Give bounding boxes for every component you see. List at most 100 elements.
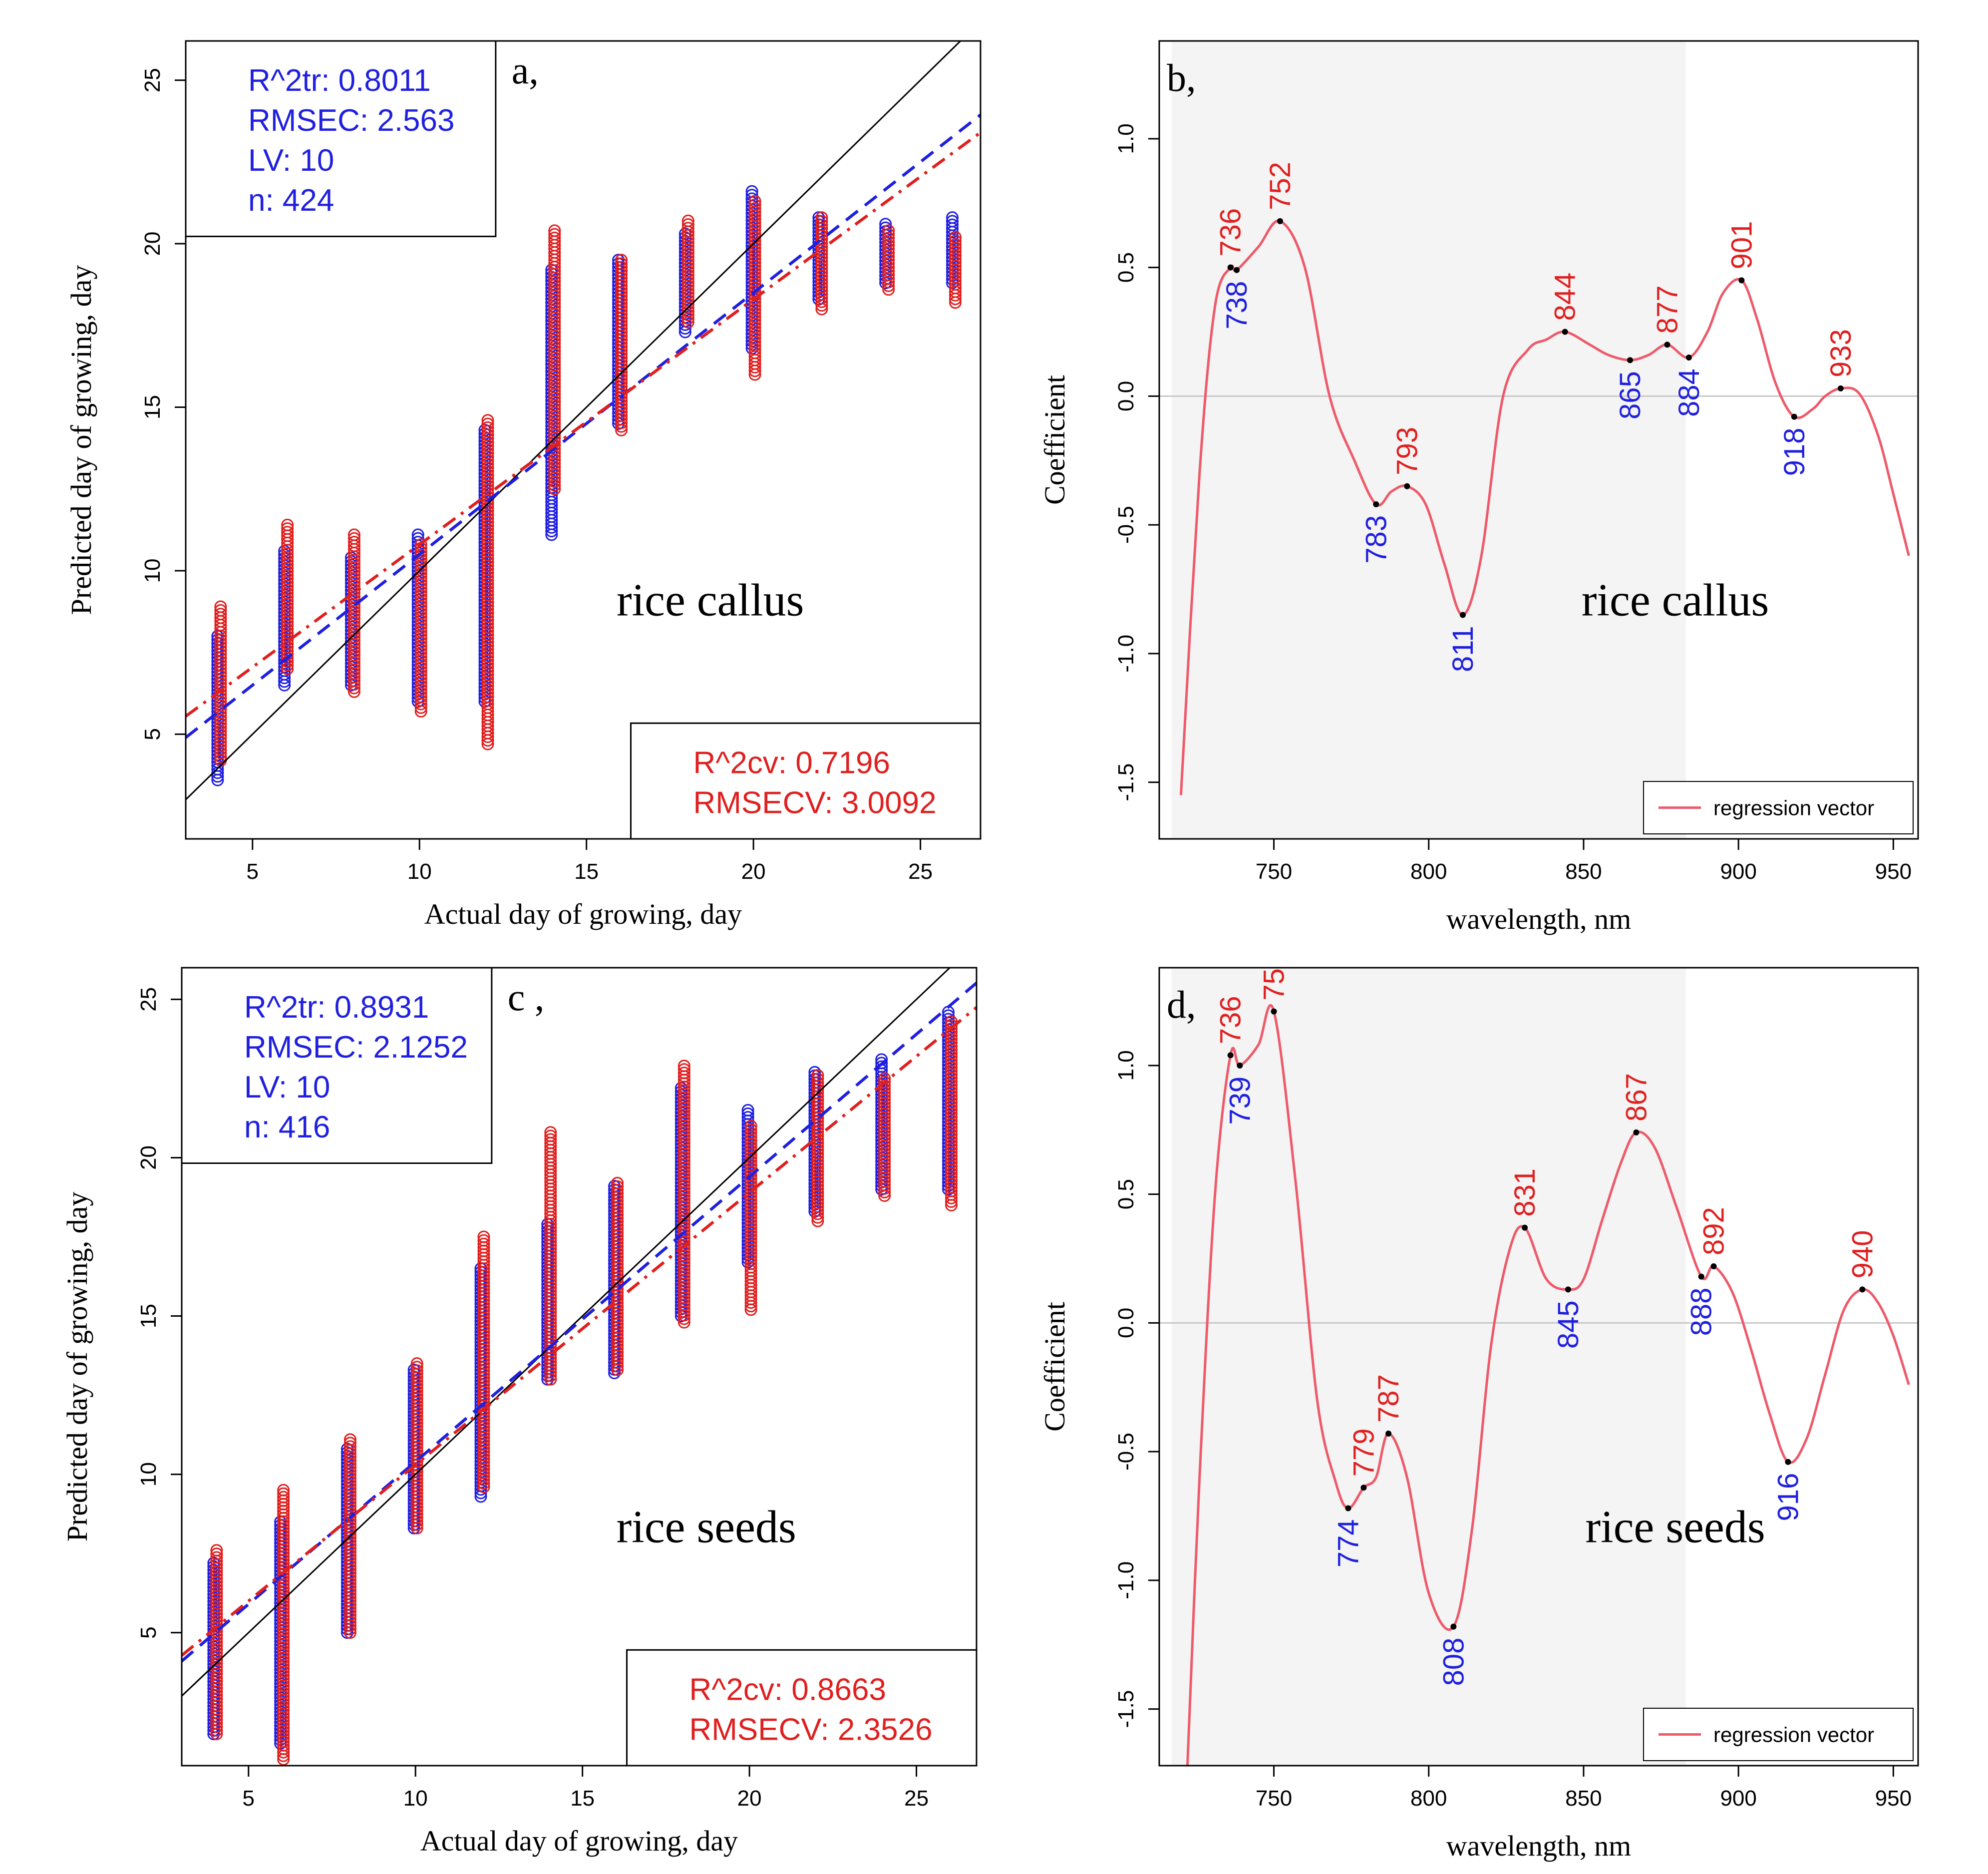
blue-point xyxy=(741,1107,754,1120)
red-point xyxy=(343,1437,356,1450)
x-tick-label: 950 xyxy=(1875,859,1912,884)
y-tick-label: -1.0 xyxy=(1114,635,1138,673)
x-tick-label: 25 xyxy=(908,859,933,884)
panel-label: b, xyxy=(1167,56,1196,99)
peak-label: 783 xyxy=(1360,515,1392,564)
peak-label: 845 xyxy=(1552,1300,1585,1349)
reference-line xyxy=(182,968,951,1697)
peak-point xyxy=(1785,1459,1791,1465)
red-point xyxy=(748,198,761,211)
red-point xyxy=(548,228,561,241)
red-point xyxy=(544,1126,557,1139)
train-stat: R^2tr: 0.8011 xyxy=(248,63,431,98)
peak-point xyxy=(1738,277,1745,284)
peak-point xyxy=(1685,355,1692,361)
train-stat: LV: 10 xyxy=(248,143,334,178)
panel-annotation: rice callus xyxy=(1582,575,1769,626)
cv-stat: RMSECV: 3.0092 xyxy=(693,785,937,820)
x-tick-label: 900 xyxy=(1720,859,1756,884)
cv-stat: R^2cv: 0.8663 xyxy=(689,1672,886,1707)
cv-stats-box xyxy=(626,1649,978,1767)
plot-area: 736 738 752 783 793 811 844 865 877 884 901 918 933 xyxy=(1159,41,1918,839)
red-point xyxy=(281,522,294,535)
peak-label: 736 xyxy=(1215,208,1247,257)
x-tick-label: 20 xyxy=(737,1786,762,1811)
red-point xyxy=(815,215,828,228)
peak-point xyxy=(1460,612,1466,618)
x-tick-label: 800 xyxy=(1410,1786,1447,1811)
red-point xyxy=(347,528,360,541)
peak-point xyxy=(1373,501,1379,507)
red-point xyxy=(882,228,895,241)
train-stats-box xyxy=(185,40,497,238)
cross-validation-fit-line xyxy=(182,1006,977,1657)
peak-point xyxy=(1345,1505,1351,1511)
legend-label: regression vector xyxy=(1713,796,1874,820)
red-point xyxy=(611,1180,624,1193)
y-tick-label: 5 xyxy=(136,1626,161,1638)
peak-label: 787 xyxy=(1372,1374,1405,1423)
peak-point xyxy=(1710,1263,1717,1269)
peak-point xyxy=(1565,1286,1571,1293)
peak-point xyxy=(1227,264,1234,271)
peak-label: 774 xyxy=(1332,1519,1364,1568)
red-point xyxy=(748,202,761,215)
red-point xyxy=(481,417,494,430)
plot-frame xyxy=(185,40,982,840)
y-tick-label: -0.5 xyxy=(1114,506,1138,544)
train-stat: n: 424 xyxy=(248,183,334,218)
red-point xyxy=(481,414,494,427)
train-stat: RMSEC: 2.1252 xyxy=(244,1030,468,1065)
peak-label: 940 xyxy=(1846,1230,1879,1279)
blue-point xyxy=(812,211,825,224)
red-point xyxy=(615,257,628,270)
y-tick-label: 10 xyxy=(136,1462,161,1487)
red-point xyxy=(477,1237,490,1250)
red-point xyxy=(811,1076,824,1089)
blue-point xyxy=(946,211,959,224)
red-point xyxy=(481,421,494,434)
cv-stat: RMSECV: 2.3526 xyxy=(689,1712,933,1747)
y-tick-label: 1.0 xyxy=(1114,123,1138,154)
red-point xyxy=(281,518,294,531)
y-tick-label: 0.5 xyxy=(1114,252,1138,283)
train-stats-box xyxy=(181,967,493,1164)
x-tick-label: 5 xyxy=(243,1786,255,1811)
y-tick-label: 0.5 xyxy=(1114,1179,1138,1209)
peak-point xyxy=(1450,1623,1457,1630)
plot-area: 736 739 750 774 779 787 808 831 845 867 888 892 916 9… xyxy=(1159,952,1918,1766)
red-point xyxy=(611,1183,624,1196)
peak-label: 811 xyxy=(1447,626,1479,672)
red-point xyxy=(548,231,561,244)
peak-point xyxy=(1791,413,1797,420)
y-tick-label: -1.0 xyxy=(1114,1561,1138,1599)
peak-point xyxy=(1227,1052,1234,1059)
y-axis-title: Predicted day of growing, day xyxy=(61,1192,93,1542)
red-point xyxy=(414,545,427,558)
cross-validation-fit-line xyxy=(186,131,981,718)
peak-label: 901 xyxy=(1725,221,1758,270)
y-axis-title: Coefficient xyxy=(1038,1302,1071,1432)
red-point xyxy=(343,1440,356,1453)
blue-point xyxy=(875,1060,888,1073)
red-point xyxy=(410,1357,423,1370)
red-point xyxy=(277,1484,290,1497)
red-point xyxy=(214,608,227,621)
red-point xyxy=(878,1076,891,1089)
legend-label: regression vector xyxy=(1713,1723,1874,1747)
peak-point xyxy=(1271,1008,1277,1015)
red-point xyxy=(882,224,895,237)
y-tick-label: 15 xyxy=(140,395,165,419)
peak-point xyxy=(1404,483,1410,489)
panel-annotation: rice callus xyxy=(617,575,804,626)
coefficient-panel-d: 736 739 750 774 779 787 808 831 845 867 888 892 916 9… xyxy=(1038,952,1919,1862)
peak-label: 750 xyxy=(1258,952,1291,1001)
red-point xyxy=(548,224,561,237)
peak-label: 779 xyxy=(1347,1428,1380,1477)
peak-label: 865 xyxy=(1614,371,1647,419)
y-tick-label: -0.5 xyxy=(1114,1433,1138,1471)
plot-frame xyxy=(181,967,978,1767)
peak-label: 844 xyxy=(1549,273,1582,321)
train-stat: n: 416 xyxy=(244,1110,330,1144)
peak-point xyxy=(1360,1485,1367,1491)
